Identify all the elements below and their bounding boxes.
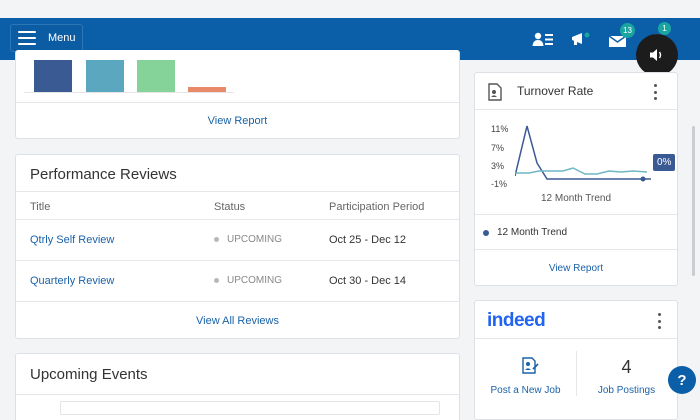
column-header-status: Status [214, 201, 246, 213]
divider [475, 109, 677, 110]
indeed-logo: indeed [487, 310, 546, 331]
turnover-trend-chart [515, 125, 651, 182]
report-chart-card: View Report [15, 50, 460, 139]
post-job-link[interactable]: Post a New Job [490, 385, 561, 396]
speaker-icon [650, 49, 662, 61]
job-postings-count: 4 [621, 357, 632, 377]
post-job-icon[interactable] [520, 356, 540, 376]
scrollbar[interactable] [692, 126, 695, 276]
status-badge: UPCOMING [214, 234, 282, 245]
divider [16, 191, 459, 192]
turnover-report-icon [488, 83, 502, 101]
chart-bar [86, 60, 124, 92]
turnover-title: Turnover Rate [517, 84, 594, 98]
legend-label: 12 Month Trend [497, 227, 568, 238]
y-tick: 11% [491, 124, 509, 134]
menu-label: Menu [48, 32, 76, 44]
help-button[interactable]: ? [668, 366, 696, 394]
report-footer: View Report [16, 102, 459, 138]
column-header-period: Participation Period [329, 201, 425, 213]
upcoming-events-card: Upcoming Events [15, 353, 460, 420]
inbox-badge: 13 [620, 23, 635, 38]
speaker-button[interactable] [636, 34, 678, 76]
review-title-link[interactable]: Qtrly Self Review [30, 234, 115, 246]
status-text: UPCOMING [227, 234, 282, 245]
indeed-card: indeed Post a New Job 4 Job Postings [474, 300, 678, 420]
turnover-rate-card: Turnover Rate 11% 7% 3% -1% 0% 12 Month … [474, 72, 678, 286]
y-tick: 7% [491, 143, 505, 153]
view-all-reviews-link[interactable]: View All Reviews [196, 314, 279, 327]
current-value-tooltip: 0% [653, 154, 676, 171]
hamburger-icon [18, 31, 36, 45]
notifications-badge: 1 [658, 22, 671, 35]
trend-axis-label: 12 Month Trend [540, 193, 612, 204]
divider [16, 394, 459, 395]
turnover-footer: View Report [475, 249, 677, 286]
column-header-title: Title [30, 201, 51, 213]
turnover-menu-icon[interactable] [649, 84, 661, 100]
directory-icon[interactable] [530, 26, 556, 52]
table-row: Quarterly Review UPCOMING Oct 30 - Dec 1… [16, 260, 459, 301]
status-badge: UPCOMING [214, 275, 282, 286]
participation-period: Oct 30 - Dec 14 [329, 275, 407, 287]
reviews-footer: View All Reviews [16, 301, 459, 339]
review-title-link[interactable]: Quarterly Review [30, 275, 115, 287]
performance-reviews-card: Performance Reviews Title Status Partici… [15, 154, 460, 339]
divider [576, 351, 577, 396]
chart-bar [34, 60, 72, 92]
job-postings-link[interactable]: Job Postings [597, 385, 656, 396]
status-dot-icon [214, 278, 219, 283]
chart-baseline [24, 92, 234, 93]
status-dot-icon [214, 237, 219, 242]
y-tick: -1% [491, 179, 508, 189]
turnover-view-report-link[interactable]: View Report [548, 262, 604, 274]
status-text: UPCOMING [227, 275, 282, 286]
y-tick: 3% [491, 161, 505, 171]
upcoming-events-title: Upcoming Events [30, 366, 148, 383]
menu-button[interactable]: Menu [10, 24, 83, 52]
legend-dot-icon [483, 229, 489, 236]
divider [475, 214, 677, 215]
inbox-icon[interactable]: 13 [606, 23, 635, 52]
event-row-placeholder [60, 401, 440, 415]
announcement-icon[interactable] [568, 26, 594, 52]
view-report-link[interactable]: View Report [207, 114, 268, 127]
table-row: Qtrly Self Review UPCOMING Oct 25 - Dec … [16, 219, 459, 260]
chart-bar [188, 87, 226, 92]
indeed-menu-icon[interactable] [653, 313, 665, 329]
chart-legend: 12 Month Trend [483, 227, 567, 238]
performance-reviews-title: Performance Reviews [30, 166, 177, 183]
chart-bar [137, 60, 175, 92]
participation-period: Oct 25 - Dec 12 [329, 234, 407, 246]
divider [475, 338, 677, 339]
